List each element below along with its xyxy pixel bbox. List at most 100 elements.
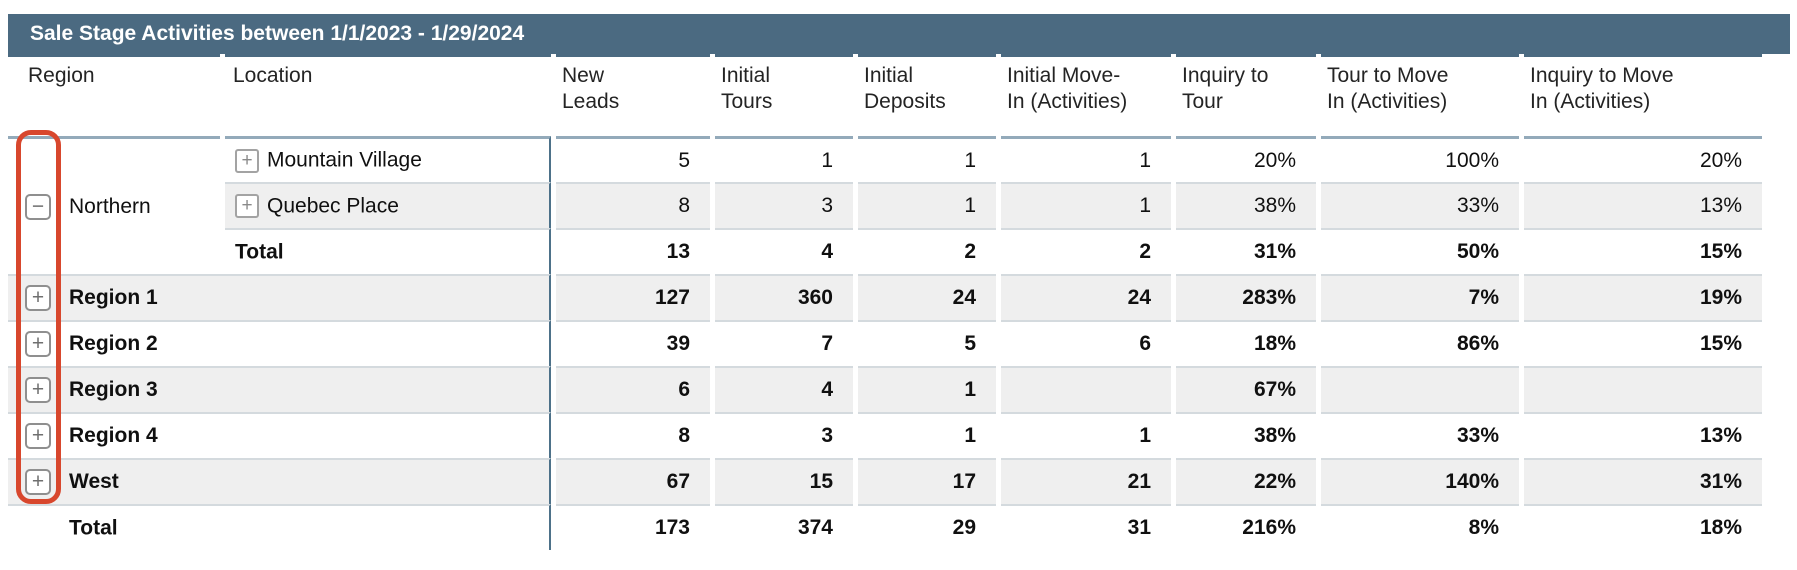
value-cell: 21	[1001, 458, 1171, 504]
value-cell: 24	[1001, 274, 1171, 320]
location-cell-quebec-place: + Quebec Place	[225, 182, 551, 228]
table-row: + West 67 15 17 21 22% 140% 31%	[8, 458, 1762, 504]
value-cell: 18%	[1176, 320, 1316, 366]
value-cell: 5	[556, 136, 710, 182]
value-cell: 31%	[1176, 228, 1316, 274]
value-cell: 1	[858, 412, 996, 458]
expand-toggle-icon[interactable]: +	[25, 377, 51, 403]
row-label: Total	[69, 516, 118, 540]
value-cell: 31	[1001, 504, 1171, 550]
value-cell: 4	[715, 228, 853, 274]
value-cell: 67	[556, 458, 710, 504]
row-label: Total	[235, 240, 284, 264]
collapse-toggle-icon[interactable]: −	[25, 193, 51, 220]
value-cell: 15%	[1524, 320, 1762, 366]
value-cell	[1524, 366, 1762, 412]
value-cell: 1	[1001, 412, 1171, 458]
row-label: Region 4	[69, 424, 158, 447]
expand-toggle-icon[interactable]: +	[25, 423, 51, 449]
value-cell: 38%	[1176, 182, 1316, 228]
column-header-tour-to-move-in: Tour to Move In (Activities)	[1321, 54, 1519, 136]
table-row: + Region 4 8 3 1 1 38% 33% 13%	[8, 412, 1762, 458]
value-cell: 13%	[1524, 412, 1762, 458]
value-cell: 1	[858, 366, 996, 412]
value-cell: 1	[1001, 182, 1171, 228]
value-cell	[1001, 366, 1171, 412]
value-cell: 6	[1001, 320, 1171, 366]
expand-toggle-icon[interactable]: +	[25, 469, 51, 495]
value-cell: 4	[715, 366, 853, 412]
value-cell: 39	[556, 320, 710, 366]
row-label: Quebec Place	[267, 194, 399, 218]
expand-toggle-icon[interactable]: +	[235, 194, 259, 219]
value-cell: 86%	[1321, 320, 1519, 366]
value-cell: 8	[556, 412, 710, 458]
column-header-initial-tours: Initial Tours	[715, 54, 853, 136]
region-cell-west: + West	[8, 458, 551, 504]
value-cell: 1	[858, 182, 996, 228]
value-cell: 50%	[1321, 228, 1519, 274]
table-row: − Northern + Mountain Village 5 1 1 1 20% 100% 20%	[8, 136, 1762, 274]
value-cell: 173	[556, 504, 710, 550]
row-label: Mountain Village	[267, 148, 422, 172]
value-cell: 1	[1001, 136, 1171, 182]
value-cell: 216%	[1176, 504, 1316, 550]
value-cell: 3	[715, 182, 853, 228]
value-cell: 19%	[1524, 274, 1762, 320]
expand-toggle-icon[interactable]: +	[25, 331, 51, 357]
value-cell: 20%	[1176, 136, 1316, 182]
region-cell-region-1: + Region 1	[8, 274, 551, 320]
row-label: West	[69, 470, 119, 493]
value-cell: 7%	[1321, 274, 1519, 320]
region-cell-region-4: + Region 4	[8, 412, 551, 458]
value-cell: 13	[556, 228, 710, 274]
table-row: + Region 3 6 4 1 67%	[8, 366, 1762, 412]
value-cell: 22%	[1176, 458, 1316, 504]
value-cell: 18%	[1524, 504, 1762, 550]
table-row: Total 173 374 29 31 216% 8% 18%	[8, 504, 1762, 550]
subtotal-cell-northern: Total	[225, 228, 551, 274]
table-row: + Region 1 127 360 24 24 283% 7% 19%	[8, 274, 1762, 320]
value-cell: 1	[858, 136, 996, 182]
value-cell: 38%	[1176, 412, 1316, 458]
report-title: Sale Stage Activities between 1/1/2023 -…	[30, 22, 525, 45]
expand-toggle-icon[interactable]: +	[235, 148, 259, 173]
value-cell: 7	[715, 320, 853, 366]
sale-stage-activities-table: Region Location New Leads Initial Tours …	[3, 54, 1767, 550]
value-cell: 5	[858, 320, 996, 366]
value-cell: 100%	[1321, 136, 1519, 182]
report-page: Sale Stage Activities between 1/1/2023 -…	[3, 14, 1790, 550]
value-cell: 20%	[1524, 136, 1762, 182]
value-cell: 31%	[1524, 458, 1762, 504]
value-cell: 15%	[1524, 228, 1762, 274]
row-label: Region 3	[69, 378, 158, 401]
table-header: Region Location New Leads Initial Tours …	[8, 54, 1762, 136]
value-cell: 33%	[1321, 182, 1519, 228]
region-cell-region-2: + Region 2	[8, 320, 551, 366]
value-cell: 2	[858, 228, 996, 274]
row-label: Region 1	[69, 286, 158, 309]
region-cell-region-3: + Region 3	[8, 366, 551, 412]
column-header-initial-move-in: Initial Move- In (Activities)	[1001, 54, 1171, 136]
column-header-new-leads: New Leads	[556, 54, 710, 136]
column-header-location: Location	[225, 54, 551, 136]
row-label: Region 2	[69, 332, 158, 355]
value-cell: 67%	[1176, 366, 1316, 412]
header-row: Region Location New Leads Initial Tours …	[8, 54, 1762, 136]
column-header-inquiry-to-tour: Inquiry to Tour	[1176, 54, 1316, 136]
value-cell: 24	[858, 274, 996, 320]
value-cell: 8%	[1321, 504, 1519, 550]
report-title-bar: Sale Stage Activities between 1/1/2023 -…	[8, 14, 1790, 54]
column-header-initial-deposits: Initial Deposits	[858, 54, 996, 136]
value-cell: 17	[858, 458, 996, 504]
table-body: − Northern + Mountain Village 5 1 1 1 20% 100% 20%…	[8, 136, 1762, 550]
value-cell: 15	[715, 458, 853, 504]
grand-total-cell: Total	[8, 504, 551, 550]
column-header-inquiry-to-move-in: Inquiry to Move In (Activities)	[1524, 54, 1762, 136]
value-cell: 29	[858, 504, 996, 550]
value-cell: 140%	[1321, 458, 1519, 504]
expand-toggle-icon[interactable]: +	[25, 285, 51, 311]
table-row: + Region 2 39 7 5 6 18% 86% 15%	[8, 320, 1762, 366]
value-cell: 127	[556, 274, 710, 320]
value-cell: 2	[1001, 228, 1171, 274]
